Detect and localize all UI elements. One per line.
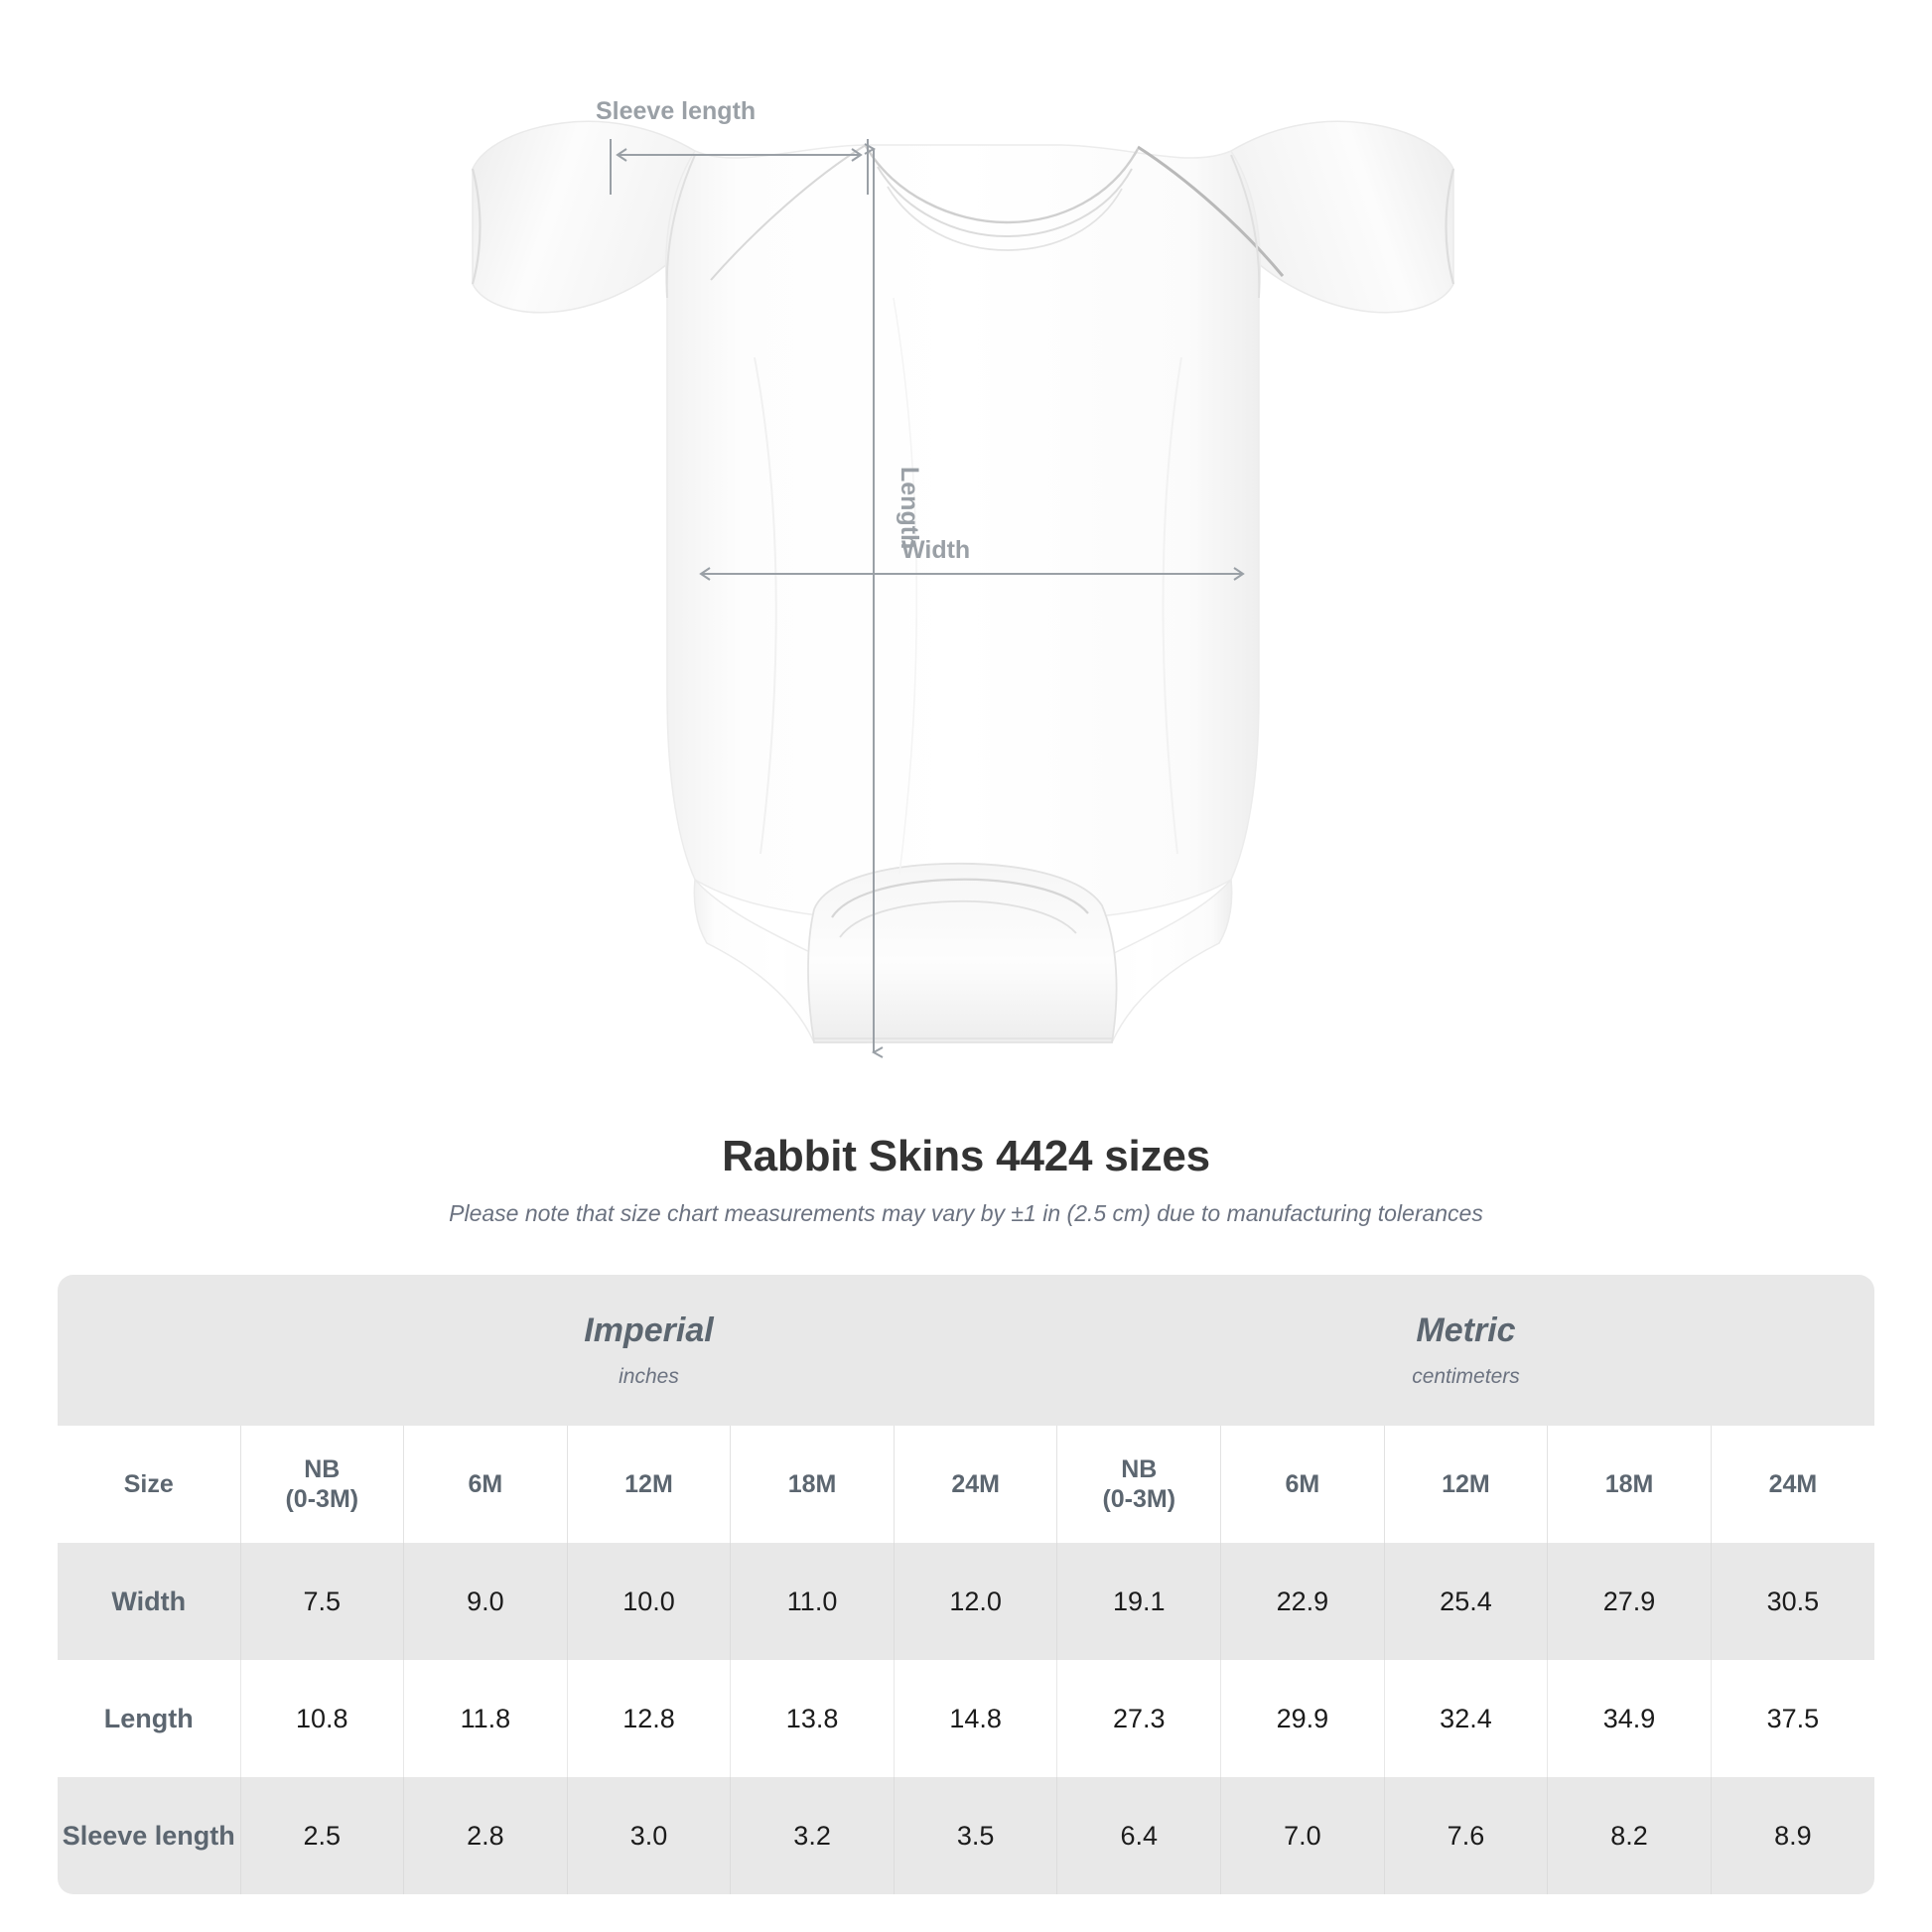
cell-width-6: 22.9 (1220, 1543, 1385, 1660)
header-col-4-main: 24M (951, 1469, 1000, 1498)
left-sleeve (472, 120, 696, 314)
row-label-width: Width (58, 1543, 240, 1660)
cell-width-9: 30.5 (1710, 1543, 1874, 1660)
size-chart-table: Imperial inches Metric centimeters Size … (58, 1275, 1874, 1894)
cell-length-3: 13.8 (730, 1660, 895, 1777)
header-col-3-main: 18M (787, 1469, 837, 1498)
chart-disclaimer: Please note that size chart measurements… (449, 1199, 1483, 1226)
crotch-snap-seam-2 (839, 899, 1077, 938)
header-col-0-sub: (0-3M) (285, 1485, 359, 1513)
garment-shape (471, 120, 1455, 1043)
unit-imperial-sub: inches (619, 1365, 679, 1389)
header-col-8-main: 18M (1604, 1469, 1654, 1498)
right-armhole-seam (1230, 154, 1261, 299)
sleeve-length-label: Sleeve length (596, 97, 756, 125)
header-col-3: 18M (730, 1426, 895, 1543)
header-col-9: 24M (1710, 1426, 1874, 1543)
unit-group-imperial: Imperial inches (240, 1275, 1057, 1426)
cell-sleeve-8: 8.2 (1547, 1777, 1712, 1894)
cell-sleeve-0: 2.5 (239, 1777, 404, 1894)
cell-length-4: 14.8 (893, 1660, 1057, 1777)
crotch-panel (807, 862, 1118, 1043)
row-label-sleeve-length: Sleeve length (58, 1777, 240, 1894)
unit-imperial-label: Imperial (584, 1311, 714, 1349)
unit-metric-sub: centimeters (1412, 1365, 1520, 1389)
table-row: Length 10.8 11.8 12.8 13.8 14.8 27.3 29.… (58, 1660, 1874, 1777)
cell-length-6: 29.9 (1220, 1660, 1385, 1777)
fold-2 (1162, 356, 1182, 855)
cell-sleeve-3: 3.2 (730, 1777, 895, 1894)
cell-length-0: 10.8 (239, 1660, 404, 1777)
cell-length-5: 27.3 (1056, 1660, 1221, 1777)
cell-width-4: 12.0 (893, 1543, 1057, 1660)
cell-sleeve-2: 3.0 (566, 1777, 731, 1894)
fold-3 (893, 297, 918, 875)
header-col-6: 6M (1220, 1426, 1385, 1543)
table-header-row: Size NB (0-3M) 6M 12M 18M 24M N (58, 1426, 1874, 1543)
cell-width-7: 25.4 (1383, 1543, 1548, 1660)
page-title: Rabbit Skins 4424 sizes (722, 1132, 1210, 1180)
cell-sleeve-6: 7.0 (1220, 1777, 1385, 1894)
neckline-inner2 (887, 186, 1123, 251)
cell-sleeve-9: 8.9 (1710, 1777, 1874, 1894)
header-col-8: 18M (1547, 1426, 1712, 1543)
torso (664, 144, 1262, 920)
unit-band-spacer (58, 1275, 240, 1426)
header-col-5: NB (0-3M) (1056, 1426, 1221, 1543)
left-armhole-seam (665, 154, 696, 299)
header-col-7-main: 12M (1442, 1469, 1490, 1498)
width-label: Width (901, 536, 970, 564)
cell-length-7: 32.4 (1383, 1660, 1548, 1777)
garment-illustration: Sleeve length Length Width (471, 97, 1455, 1058)
neckline-inner (877, 166, 1133, 238)
header-col-0: NB (0-3M) (239, 1426, 404, 1543)
header-col-1-main: 6M (468, 1469, 503, 1498)
size-chart-table-wrapper: Imperial inches Metric centimeters Size … (58, 1275, 1874, 1894)
cell-width-5: 19.1 (1056, 1543, 1221, 1660)
header-col-2: 12M (566, 1426, 731, 1543)
cell-length-2: 12.8 (566, 1660, 731, 1777)
unit-metric-label: Metric (1416, 1311, 1516, 1349)
cell-length-8: 34.9 (1547, 1660, 1712, 1777)
right-sleeve-hem (1445, 168, 1455, 285)
cell-length-9: 37.5 (1710, 1660, 1874, 1777)
cell-sleeve-5: 6.4 (1056, 1777, 1221, 1894)
cell-length-1: 11.8 (403, 1660, 568, 1777)
length-label: Length (896, 467, 923, 549)
left-sleeve-hem (471, 168, 482, 285)
header-col-0-main: NB (304, 1454, 341, 1483)
table-row: Width 7.5 9.0 10.0 11.0 12.0 19.1 22.9 2… (58, 1543, 1874, 1660)
header-col-5-main: NB (1121, 1454, 1158, 1483)
bodysuit-diagram: Sleeve length Length Width (471, 97, 1455, 1058)
header-col-7: 12M (1383, 1426, 1548, 1543)
cell-width-2: 10.0 (566, 1543, 731, 1660)
unit-group-metric: Metric centimeters (1056, 1275, 1874, 1426)
header-col-9-main: 24M (1768, 1469, 1818, 1498)
cell-sleeve-4: 3.5 (893, 1777, 1057, 1894)
cell-width-8: 27.9 (1547, 1543, 1712, 1660)
header-size: Size (58, 1426, 240, 1543)
right-shoulder-seam (1137, 145, 1285, 277)
measurement-annotations: Sleeve length Length Width (596, 97, 1245, 1058)
cell-sleeve-7: 7.6 (1383, 1777, 1548, 1894)
chart-heading: Rabbit Skins 4424 sizes Please note that… (0, 1132, 1932, 1227)
table-row: Sleeve length 2.5 2.8 3.0 3.2 3.5 6.4 7.… (58, 1777, 1874, 1894)
crotch-snap-seam (831, 878, 1089, 918)
fold-1 (754, 356, 777, 855)
header-col-1: 6M (403, 1426, 568, 1543)
header-col-6-main: 6M (1285, 1469, 1320, 1498)
unit-system-row: Imperial inches Metric centimeters (58, 1275, 1874, 1426)
cell-sleeve-1: 2.8 (403, 1777, 568, 1894)
neckline (864, 145, 1140, 224)
header-col-4: 24M (893, 1426, 1057, 1543)
row-label-length: Length (58, 1660, 240, 1777)
cell-width-1: 9.0 (403, 1543, 568, 1660)
cell-width-0: 7.5 (239, 1543, 404, 1660)
header-col-5-sub: (0-3M) (1102, 1485, 1176, 1513)
cell-width-3: 11.0 (730, 1543, 895, 1660)
header-col-2-main: 12M (624, 1469, 673, 1498)
right-sleeve (1230, 120, 1454, 314)
